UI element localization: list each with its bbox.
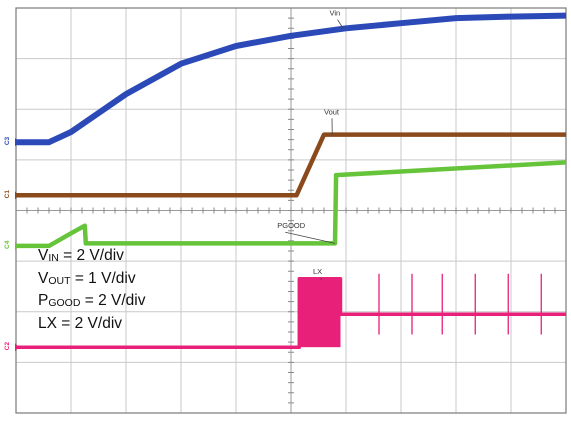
annotation-vin: Vin [330,9,341,18]
trace-vout [16,132,566,198]
channel-marker-label: C4 [4,240,11,249]
channel-marker-arrow [15,191,19,200]
channel-marker-arrow [15,343,19,352]
channel-marker-label: C1 [4,190,11,199]
legend-line-vin: VIN = 2 V/div [38,247,124,264]
plot-frame [15,7,567,414]
trace-vin [16,12,567,146]
lx-switching-burst [299,278,341,348]
plot-border [15,7,567,414]
channel-marker-label: C2 [4,341,11,350]
annotation-lx: LX [313,267,322,276]
legend-line-vout: VOUT = 1 V/div [38,269,136,287]
scale-legend: VIN = 2 V/div VOUT = 1 V/div PGOOD = 2 V… [38,246,146,336]
annotation-pointer [285,231,336,244]
trace-lx [16,277,566,349]
trace-pgood [16,160,567,249]
legend-line-pgood: PGOOD = 2 V/div [38,292,146,309]
channel-marker-arrow [15,241,19,250]
annotation-vout: Vout [324,107,340,116]
traces [16,12,567,349]
channel-markers: C3 C1 C4 C2 [4,136,19,352]
channel-marker-label: C3 [4,136,11,145]
legend-line-lx: LX = 2 V/div [38,314,123,332]
trace-annotations: Vin Vout PGOOD LX [277,9,344,281]
annotation-pgood: PGOOD [277,221,306,230]
channel-marker-arrow [15,138,19,147]
grid [16,8,566,413]
annotation-pointer [337,19,344,29]
